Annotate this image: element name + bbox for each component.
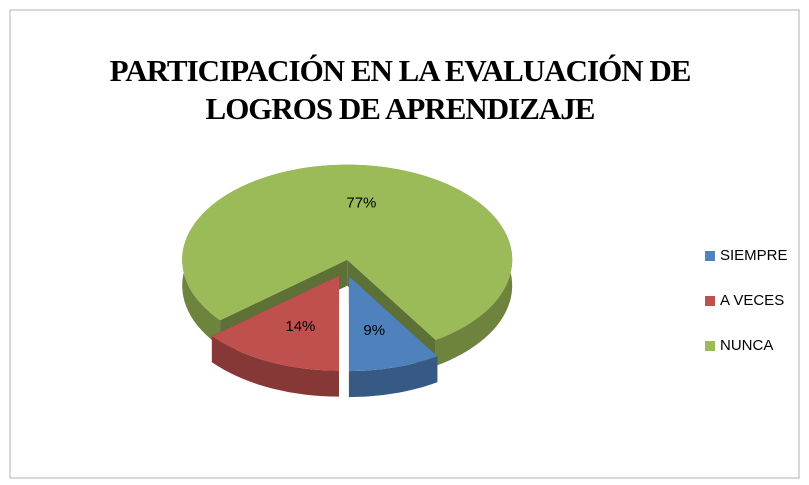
slice-wall xyxy=(211,336,339,397)
pie-slice xyxy=(211,275,340,397)
legend-swatch xyxy=(705,251,715,261)
slice-wall xyxy=(348,356,438,398)
slice-top xyxy=(211,275,340,371)
chart-title: PARTICIPACIÓN EN LA EVALUACIÓN DE LOGROS… xyxy=(109,53,692,126)
legend-label: NUNCA xyxy=(720,337,773,354)
legend-label: SIEMPRE xyxy=(720,247,788,264)
slice-top xyxy=(348,276,438,372)
pie-slice xyxy=(348,276,438,398)
data-label: 77% xyxy=(346,194,376,211)
data-label: 9% xyxy=(363,322,385,339)
data-label: 14% xyxy=(285,318,315,335)
legend-label: A VECES xyxy=(720,292,784,309)
legend-swatch xyxy=(705,296,715,306)
slice-top xyxy=(182,164,513,340)
legend-swatch xyxy=(705,341,715,351)
